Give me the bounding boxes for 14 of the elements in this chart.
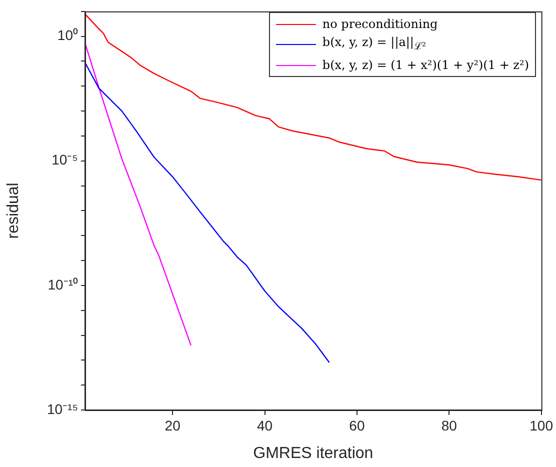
legend-label: b(x, y, z) = (1 + x²)(1 + y²)(1 + z²) — [322, 57, 529, 74]
y-tick-label: 10⁻⁵ — [52, 152, 78, 168]
x-tick-label: 80 — [441, 417, 458, 434]
legend-label: no preconditioning — [322, 16, 438, 33]
legend-label: b(x, y, z) = ||a||$_{ℒ²}$ — [322, 34, 426, 54]
y-tick-label: 10⁰ — [57, 27, 78, 44]
y-tick-label: 10⁻¹⁵ — [46, 400, 78, 417]
x-tick-label: 20 — [164, 417, 181, 434]
y-tick-label: 10⁻¹⁰ — [48, 276, 78, 292]
x-tick-label: 40 — [256, 417, 273, 434]
x-tick-label: 60 — [349, 417, 365, 434]
y-axis-title: residual — [5, 182, 22, 239]
x-tick-label: 100 — [530, 417, 554, 434]
x-axis-title: GMRES iteration — [253, 444, 374, 462]
